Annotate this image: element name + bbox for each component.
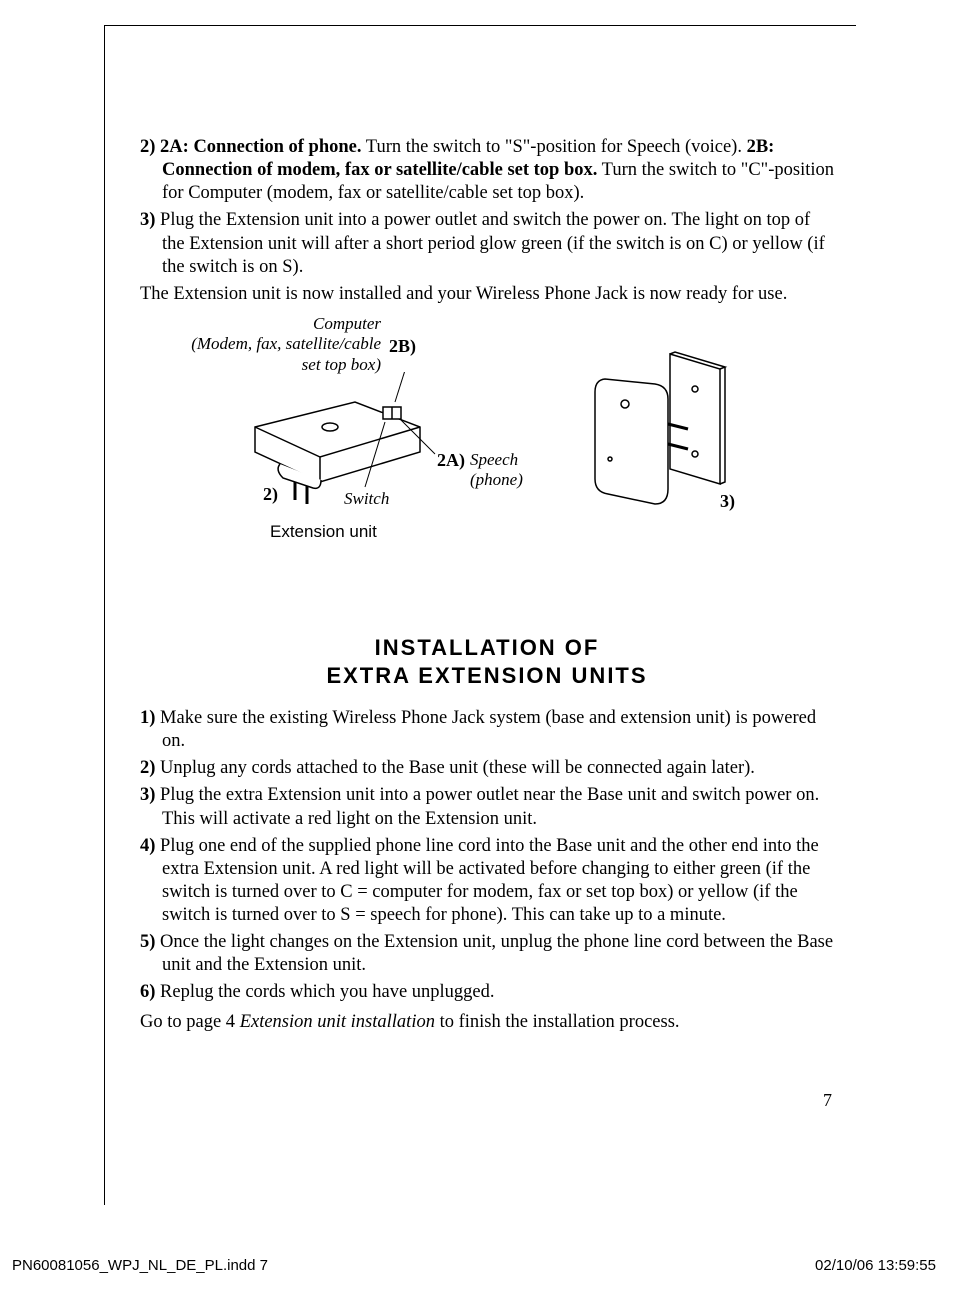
diagram-label-extension-unit: Extension unit <box>270 522 377 542</box>
installation-step: 6) Replug the cords which you have unplu… <box>140 981 834 1004</box>
step-number: 2) <box>140 758 155 778</box>
step-number: 6) <box>140 982 155 1002</box>
step-3-paragraph: 3) Plug the Extension unit into a power … <box>140 209 834 278</box>
step-text: Unplug any cords attached to the Base un… <box>155 758 755 778</box>
final-instruction: Go to page 4 Extension unit installation… <box>140 1011 834 1034</box>
installation-step: 4) Plug one end of the supplied phone li… <box>140 835 834 928</box>
extension-unit-left-icon <box>235 372 445 512</box>
step-number: 1) <box>140 708 155 728</box>
extension-unit-wall-icon <box>570 344 740 514</box>
step-2a-heading: 2A: Connection of phone. <box>160 137 361 157</box>
conclusion-paragraph: The Extension unit is now installed and … <box>140 283 834 306</box>
title-line-2: EXTRA EXTENSION UNITS <box>326 663 647 688</box>
installation-steps: 1) Make sure the existing Wireless Phone… <box>140 707 834 1005</box>
step-2-paragraph: 2) 2A: Connection of phone. Turn the swi… <box>140 136 834 205</box>
diagram-label-speech: Speech (phone) <box>470 450 523 491</box>
step-number: 2) <box>140 137 155 157</box>
diagram-label-computer: Computer (Modem, fax, satellite/cable se… <box>186 314 381 375</box>
page-number: 7 <box>823 1090 832 1111</box>
step-text: Plug one end of the supplied phone line … <box>155 836 818 925</box>
diagram-section: Computer (Modem, fax, satellite/cable se… <box>140 314 834 574</box>
step-text: Replug the cords which you have unplugge… <box>155 982 494 1002</box>
step-text: Once the light changes on the Extension … <box>155 932 833 975</box>
footer-left: PN60081056_WPJ_NL_DE_PL.indd 7 <box>12 1257 268 1274</box>
step-number: 5) <box>140 932 155 952</box>
section-title: INSTALLATION OF EXTRA EXTENSION UNITS <box>140 634 834 691</box>
final-post: to finish the installation process. <box>435 1012 680 1032</box>
step-number: 3) <box>140 785 155 805</box>
step-text: Plug the extra Extension unit into a pow… <box>155 785 819 828</box>
title-line-1: INSTALLATION OF <box>375 635 600 660</box>
final-pre: Go to page 4 <box>140 1012 240 1032</box>
installation-step: 3) Plug the extra Extension unit into a … <box>140 784 834 830</box>
diagram-label-2b: 2B) <box>389 336 416 357</box>
step-2a-text: Turn the switch to "S"-position for Spee… <box>362 137 747 157</box>
final-italic: Extension unit installation <box>240 1012 435 1032</box>
installation-step: 5) Once the light changes on the Extensi… <box>140 931 834 977</box>
step-number: 3) <box>140 210 155 230</box>
footer-right: 02/10/06 13:59:55 <box>815 1257 936 1274</box>
step-3-text: Plug the Extension unit into a power out… <box>160 210 825 276</box>
step-text: Make sure the existing Wireless Phone Ja… <box>155 708 816 751</box>
step-number: 4) <box>140 836 155 856</box>
footer: PN60081056_WPJ_NL_DE_PL.indd 7 02/10/06 … <box>12 1257 936 1274</box>
page-content: 2) 2A: Connection of phone. Turn the swi… <box>140 136 834 1038</box>
installation-step: 2) Unplug any cords attached to the Base… <box>140 757 834 780</box>
installation-step: 1) Make sure the existing Wireless Phone… <box>140 707 834 753</box>
